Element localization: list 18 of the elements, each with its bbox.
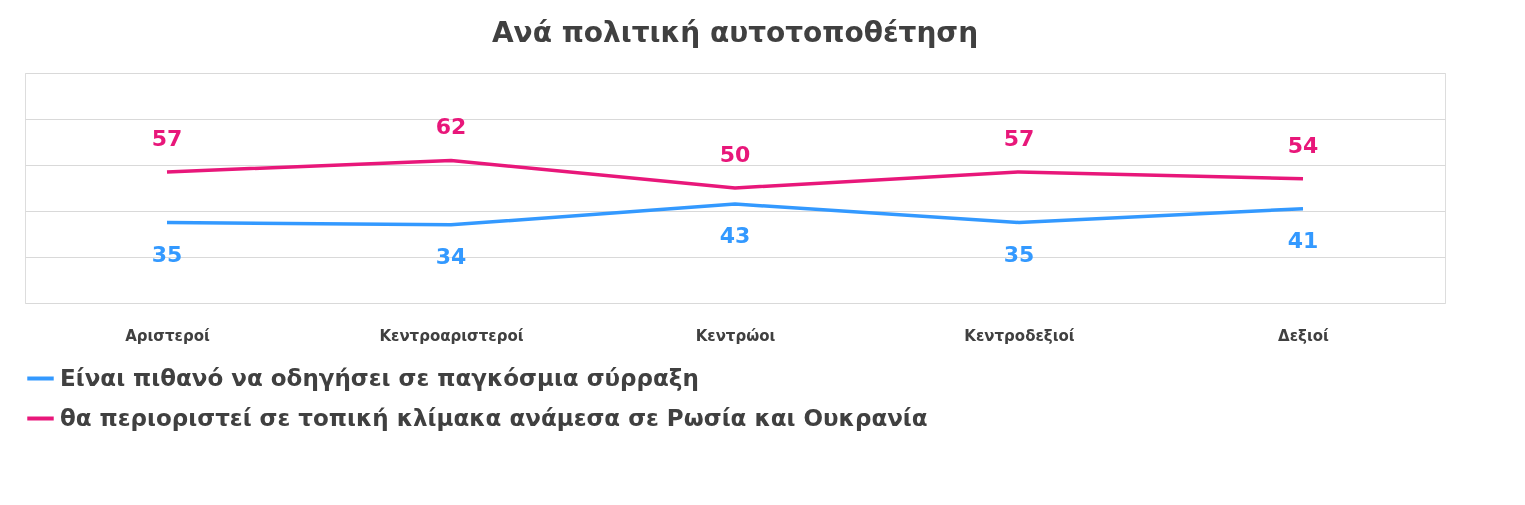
legend-label: θα περιοριστεί σε τοπική κλίμακα ανάμεσα σε Ρωσία και Ουκρανία — [60, 404, 928, 431]
x-tick-label: Κεντροδεξιοί — [964, 326, 1075, 345]
x-tick-label: Δεξιοί — [1278, 326, 1330, 345]
data-label: 50 — [719, 142, 751, 167]
data-label: 35 — [151, 241, 183, 267]
data-label: 57 — [151, 125, 183, 151]
data-label: 34 — [435, 243, 467, 269]
x-tick-label: Αριστεροί — [125, 326, 210, 345]
chart-title: Ανά πολιτική αυτοτοποθέτηση — [491, 16, 979, 49]
data-label: 62 — [435, 114, 467, 140]
data-label: 35 — [1003, 241, 1035, 267]
legend-label: Είναι πιθανό να οδηγήσει σε παγκόσμια σύρραξη — [60, 364, 699, 391]
data-label: 57 — [1003, 125, 1035, 151]
data-label: 41 — [1287, 227, 1319, 253]
data-label: 54 — [1287, 132, 1319, 158]
x-tick-label: Κεντροαριστεροί — [379, 326, 524, 345]
data-label: 43 — [719, 223, 751, 249]
x-tick-label: Κεντρώοι — [695, 326, 776, 345]
